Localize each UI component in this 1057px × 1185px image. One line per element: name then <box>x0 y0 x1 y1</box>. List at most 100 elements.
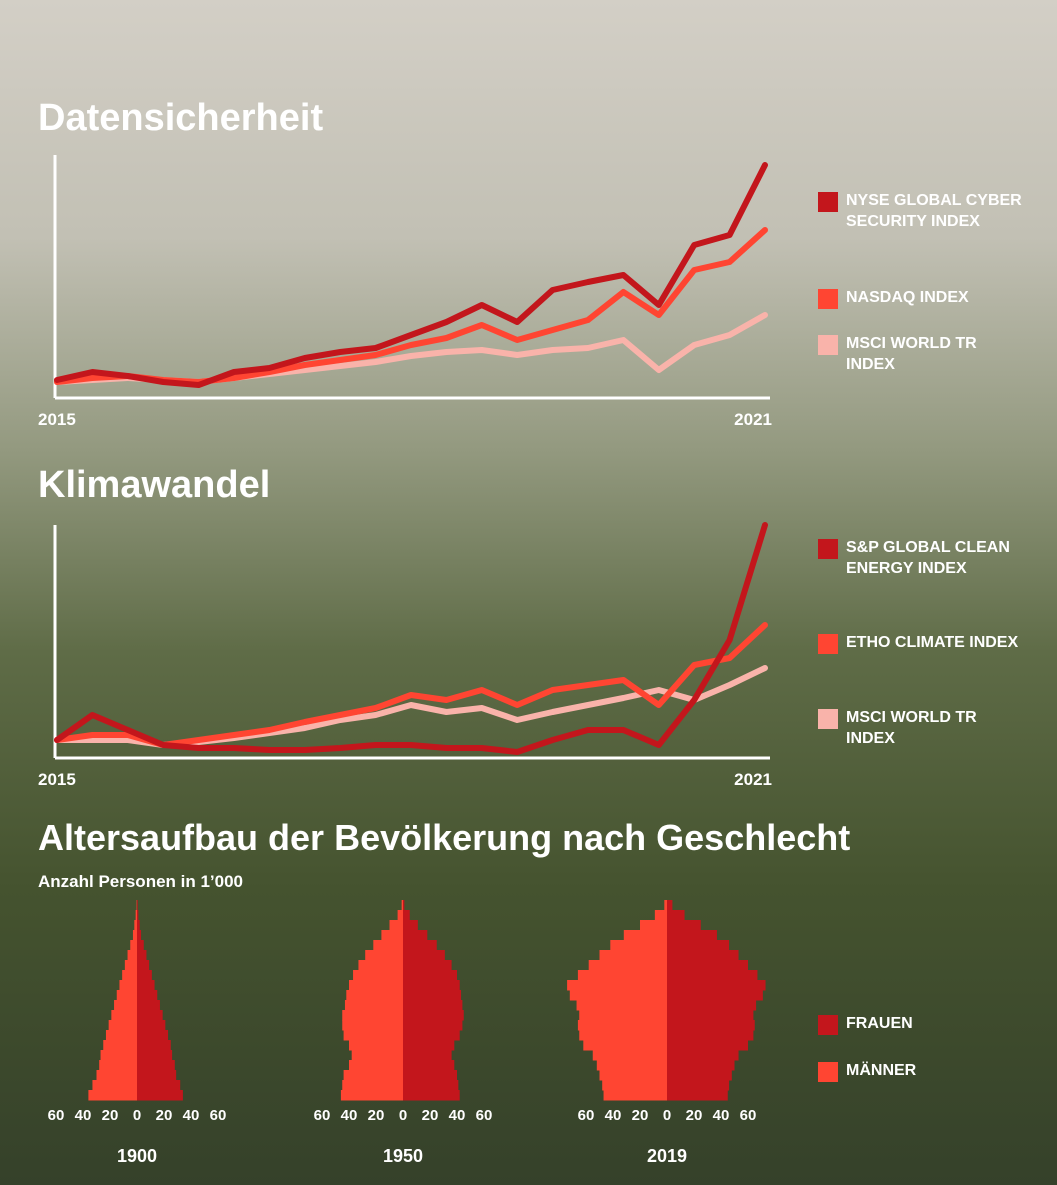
x-tick-label: 20 <box>686 1107 703 1124</box>
legend-swatch <box>818 335 838 355</box>
pyramid-bar <box>403 980 460 991</box>
pyramid-bar <box>135 910 137 921</box>
x-tick-label: 0 <box>663 1107 671 1124</box>
pyramid-bar <box>667 1080 730 1091</box>
pyramid-bar <box>137 1040 171 1051</box>
pyramid-bar <box>623 930 667 941</box>
pyramid-bar <box>403 1090 460 1101</box>
pyramid-bar <box>403 940 437 951</box>
pyramid-bar <box>667 980 766 991</box>
pyramid-bar <box>667 960 748 971</box>
pyramid-bar <box>137 1020 166 1031</box>
pyramid-bar <box>403 900 405 911</box>
pyramid-bar <box>349 980 403 991</box>
series-line <box>54 312 768 385</box>
panel-label: 1950 <box>383 1146 423 1166</box>
chart-subtitle: Anzahl Personen in 1’000 <box>38 872 243 891</box>
pyramid-bar <box>667 1050 739 1061</box>
x-tick-label: 20 <box>102 1107 119 1124</box>
pyramid-bar <box>403 1010 464 1021</box>
pyramid-bar <box>401 900 403 911</box>
x-tick-label: 40 <box>605 1107 622 1124</box>
x-tick-label: 0 <box>399 1107 407 1124</box>
legend-item: MÄNNER <box>818 1060 1023 1082</box>
pyramid-bar <box>602 1080 667 1091</box>
pyramid-bar <box>579 1010 667 1021</box>
chart-title: Altersaufbau der Bevölkerung nach Geschl… <box>38 817 850 858</box>
legend-item: MSCI WORLD TR INDEX <box>818 333 1023 375</box>
x-tick-label: 40 <box>183 1107 200 1124</box>
x-tick-label: 2015 <box>38 770 76 789</box>
pyramid-bar <box>130 940 137 951</box>
x-tick-label: 20 <box>632 1107 649 1124</box>
pyramid-bar <box>667 900 673 911</box>
pyramid-bar <box>403 1040 455 1051</box>
legend-label: FRAUEN <box>846 1015 913 1032</box>
pyramid-bar <box>667 920 701 931</box>
pyramid-bar <box>119 980 137 991</box>
legend-item: S&P GLOBAL CLEAN ENERGY INDEX <box>818 537 1023 579</box>
x-tick-label: 40 <box>713 1107 730 1124</box>
x-tick-label: 20 <box>156 1107 173 1124</box>
pyramid-bar <box>667 1090 728 1101</box>
pyramid-bar <box>640 920 667 931</box>
pyramid-bar <box>667 970 758 981</box>
pyramid-bar <box>358 960 403 971</box>
pyramid-bar <box>349 1040 403 1051</box>
pyramid-bar <box>373 940 403 951</box>
pyramid-bar <box>342 1020 403 1031</box>
x-tick-label: 60 <box>740 1107 757 1124</box>
legend-item: FRAUEN <box>818 1013 1023 1035</box>
series-line <box>54 522 768 755</box>
pyramid-bar <box>137 930 142 941</box>
pyramid-bar <box>111 1010 137 1021</box>
pyramid-bar <box>349 1060 403 1071</box>
pyramid-bar <box>340 1090 403 1101</box>
pyramid-bar <box>664 900 667 911</box>
pyramid-bar <box>137 1080 181 1091</box>
pyramid-bar <box>342 1080 403 1091</box>
legend-swatch <box>818 1015 838 1035</box>
pyramid-bar <box>108 1020 137 1031</box>
pyramid-bar <box>403 1050 452 1061</box>
legend-swatch <box>818 1062 838 1082</box>
pyramid-bar <box>583 1040 667 1051</box>
x-tick-label: 20 <box>368 1107 385 1124</box>
pyramid-bar <box>403 930 428 941</box>
pyramid-bar <box>567 980 667 991</box>
legend-swatch <box>818 289 838 309</box>
pyramid-bar <box>610 940 667 951</box>
pyramid-bar <box>403 950 445 961</box>
pyramid-bar <box>403 970 457 981</box>
pyramid-bar <box>403 1020 463 1031</box>
pyramid-bar <box>596 1060 667 1071</box>
pyramid-bar <box>137 990 158 1001</box>
pyramid-bar <box>92 1080 137 1091</box>
pyramid-bar <box>114 1000 137 1011</box>
pyramid-bar <box>403 960 452 971</box>
legend-item: ETHO CLIMATE INDEX <box>818 632 1023 654</box>
pyramid-bar <box>137 920 140 931</box>
pyramid-bar <box>122 970 137 981</box>
x-tick-label: 2021 <box>734 410 772 429</box>
pyramid-bar <box>137 910 139 921</box>
pyramid-bar <box>137 900 138 911</box>
x-tick-label: 60 <box>210 1107 227 1124</box>
legend-swatch <box>818 539 838 559</box>
pyramid-bar <box>403 1080 459 1091</box>
panel-label: 1900 <box>117 1146 157 1166</box>
pyramid-bar <box>96 1070 137 1081</box>
pyramid-bar <box>124 960 137 971</box>
pyramid-bar <box>88 1090 137 1101</box>
legend-item: MSCI WORLD TR INDEX <box>818 707 1023 749</box>
pyramid-bar <box>403 920 418 931</box>
pyramid-bar <box>403 990 462 1001</box>
series-line <box>54 162 768 388</box>
legend-label: NASDAQ INDEX <box>846 289 969 306</box>
legend-label: MÄNNER <box>846 1062 917 1079</box>
pyramid-bar <box>667 950 739 961</box>
pyramid-bar <box>137 970 152 981</box>
pyramid-bar <box>99 1060 137 1071</box>
legend-item: NYSE GLOBAL CYBER SECURITY INDEX <box>818 190 1023 232</box>
panel-label: 2019 <box>647 1146 687 1166</box>
